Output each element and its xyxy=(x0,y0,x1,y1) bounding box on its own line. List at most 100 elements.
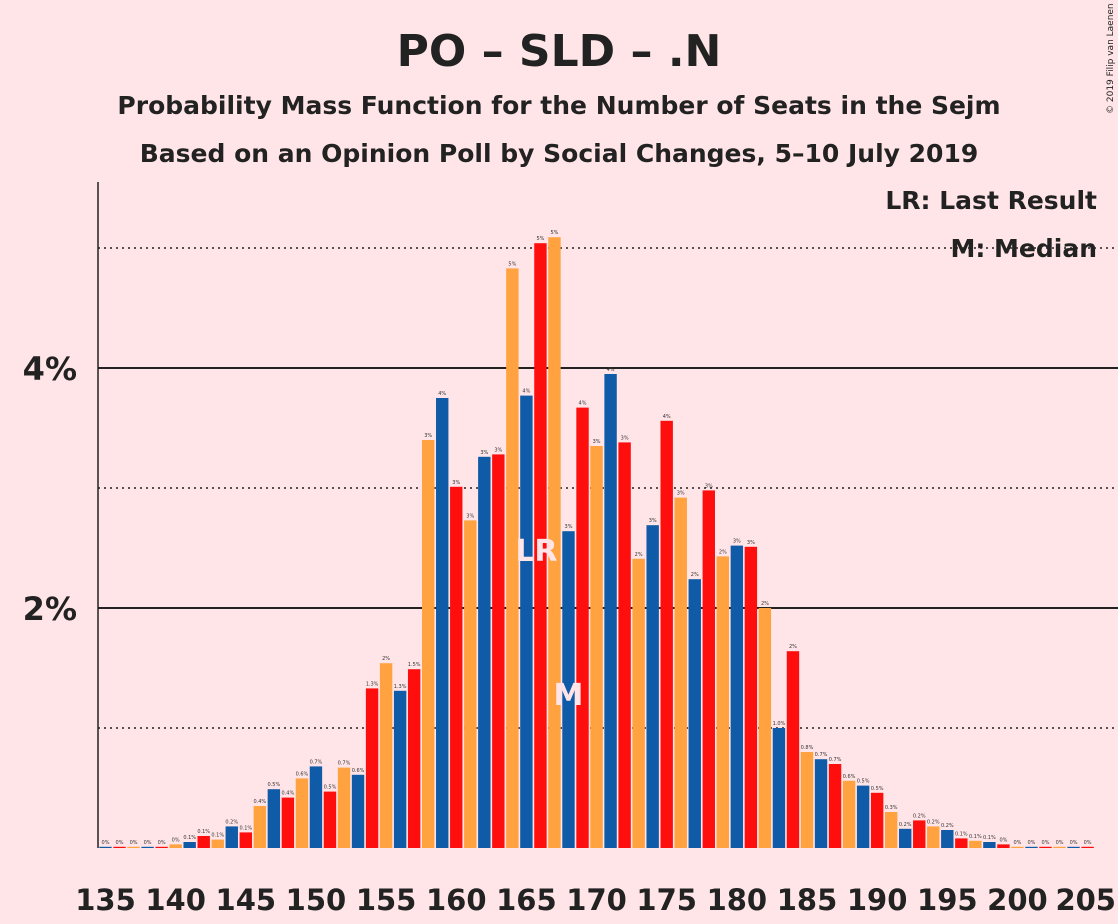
bar xyxy=(379,663,393,848)
bar-series xyxy=(99,237,1094,848)
bar xyxy=(674,497,687,848)
bar xyxy=(253,806,267,848)
legend-median: M: Median xyxy=(950,234,1097,263)
x-tick-label: 185 xyxy=(777,883,838,917)
bar-value-label: 0.7% xyxy=(338,761,351,767)
bar xyxy=(646,525,659,848)
bar-value-label: 0% xyxy=(1013,840,1021,846)
bar-value-label: 0.6% xyxy=(296,771,309,777)
bar xyxy=(800,752,814,848)
median-marker: M xyxy=(554,678,584,713)
bar xyxy=(127,846,140,848)
bar-value-label: 3% xyxy=(466,513,474,519)
bar-value-label: 0.2% xyxy=(225,819,238,825)
bar xyxy=(155,846,168,848)
bar-value-label: 0.6% xyxy=(352,768,365,774)
bar-value-label: 4% xyxy=(663,414,671,420)
y-tick-labels: 2% 4% xyxy=(23,350,77,628)
bar-value-label: 0.5% xyxy=(871,786,884,792)
bar-value-label: 0% xyxy=(999,837,1007,843)
bar-value-label: 0.7% xyxy=(829,757,842,763)
x-tick-label: 145 xyxy=(216,883,277,917)
bar xyxy=(1011,846,1024,848)
chart-subtitle-2: Based on an Opinion Poll by Social Chang… xyxy=(140,139,979,168)
bar-value-label: 5% xyxy=(508,261,516,267)
bar-value-label: 0% xyxy=(1070,840,1078,846)
bar-value-label: 0% xyxy=(1084,840,1092,846)
bar-value-label: 1.0% xyxy=(773,721,786,727)
bar xyxy=(1039,846,1052,848)
x-tick-label: 180 xyxy=(707,883,768,917)
bar-value-label: 2% xyxy=(635,552,643,558)
bar-value-label: 5% xyxy=(536,236,544,242)
bar xyxy=(604,374,617,848)
bar xyxy=(351,774,365,848)
bar-value-label: 0.2% xyxy=(899,822,912,828)
bar xyxy=(337,767,351,848)
x-tick-label: 155 xyxy=(356,883,417,917)
bar xyxy=(183,842,196,848)
bar-value-label: 3% xyxy=(621,435,629,441)
x-tick-label: 140 xyxy=(145,883,206,917)
bar xyxy=(856,785,870,848)
bar xyxy=(1025,846,1038,848)
bar xyxy=(870,792,884,848)
copyright: © 2019 Filip van Laenen xyxy=(1106,3,1116,114)
bar-value-label: 3% xyxy=(424,433,432,439)
x-tick-label: 200 xyxy=(987,883,1048,917)
bar xyxy=(927,826,940,848)
bar xyxy=(997,844,1010,848)
bar xyxy=(99,846,112,848)
bar xyxy=(267,789,281,848)
bar xyxy=(772,728,786,848)
bar-value-label: 2% xyxy=(761,601,769,607)
bar-value-label: 3% xyxy=(747,540,755,546)
bar-value-label: 0.2% xyxy=(913,813,926,819)
bar xyxy=(1053,846,1066,848)
bar-value-label: 3% xyxy=(565,524,573,530)
bar-value-label: 0.7% xyxy=(815,752,828,758)
bar xyxy=(786,651,800,848)
bar-value-label: 3% xyxy=(494,447,502,453)
bar-value-label: 4% xyxy=(579,401,587,407)
bar xyxy=(365,688,379,848)
bar-value-label: 0% xyxy=(1056,840,1064,846)
bar xyxy=(478,456,491,848)
bar-value-label: 5% xyxy=(550,230,558,236)
x-tick-label: 150 xyxy=(286,883,347,917)
bar xyxy=(323,791,337,848)
bar xyxy=(842,780,856,848)
bar xyxy=(576,407,589,848)
x-tick-label: 160 xyxy=(426,883,487,917)
bar xyxy=(884,812,898,848)
bar-value-label: 0.1% xyxy=(183,835,196,841)
x-tick-label: 190 xyxy=(847,883,908,917)
bar xyxy=(520,395,533,848)
bar xyxy=(506,268,519,848)
bar-value-label: 3% xyxy=(677,491,685,497)
bar-value-label: 0.4% xyxy=(253,799,266,805)
bar xyxy=(239,832,252,848)
bar-value-label: 4% xyxy=(607,367,615,373)
x-tick-label: 165 xyxy=(496,883,557,917)
bar-value-label: 3% xyxy=(480,450,488,456)
bar xyxy=(758,608,772,848)
x-tick-label: 175 xyxy=(636,883,697,917)
last-result-marker: LR xyxy=(515,534,557,569)
bar xyxy=(169,844,182,848)
y-tick-label: 2% xyxy=(23,590,77,628)
bar-value-label: 0% xyxy=(1028,840,1036,846)
result-markers: LR M xyxy=(515,534,583,713)
bar xyxy=(197,836,210,848)
chart-title: PO – SLD – .N xyxy=(397,26,722,77)
bar xyxy=(716,556,730,848)
bar-value-label: 1.3% xyxy=(366,681,379,687)
bar-value-label: 0.2% xyxy=(941,823,954,829)
bar xyxy=(421,440,435,848)
bar xyxy=(730,545,744,848)
bar xyxy=(295,778,309,848)
bar-value-label: 0.1% xyxy=(197,829,210,835)
chart-subtitle: Probability Mass Function for the Number… xyxy=(117,91,1000,120)
bar xyxy=(534,243,547,848)
